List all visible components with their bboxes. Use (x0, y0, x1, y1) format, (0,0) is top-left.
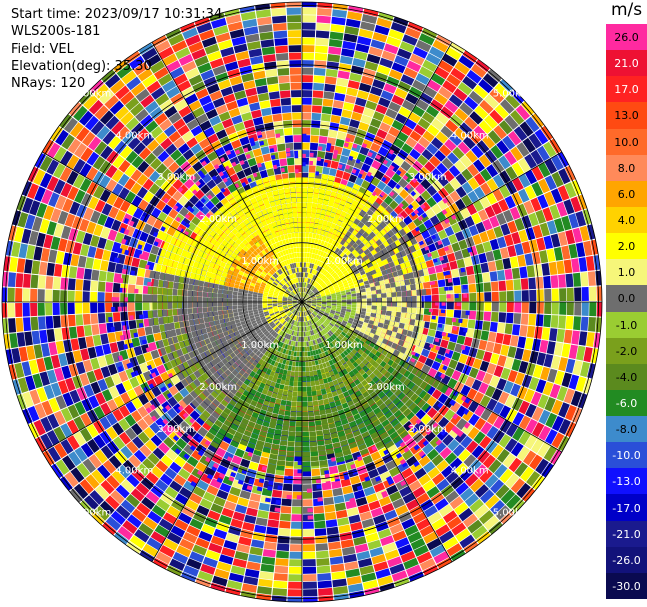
range-ring-label: 1.00km (325, 256, 363, 267)
radial-line (301, 151, 562, 303)
radial-line (301, 301, 562, 453)
colorbar-label: -17.0 (612, 501, 641, 515)
colorbar-swatch (606, 76, 647, 103)
velocity-colorbar: 26.0 21.0 17.0 13.0 10.0 8.0 6.0 4.0 2.0 1.0 0.0 -1… (606, 24, 647, 600)
colorbar-label: 26.0 (614, 31, 639, 45)
radial-line (41, 151, 303, 303)
range-ring-label: 5.00km (73, 88, 111, 99)
radial-line (151, 41, 303, 303)
colorbar-swatch (606, 389, 647, 417)
signal-gates (208, 326, 449, 472)
colorbar-swatch (606, 311, 647, 339)
colorbar-swatch (606, 102, 647, 130)
field-text: Field: VEL (11, 41, 74, 57)
range-ring-label: 4.00km (115, 130, 153, 141)
signal-gates (275, 282, 357, 347)
range-ring-label: 4.00km (115, 466, 153, 477)
colorbar-swatch (606, 546, 647, 574)
signal-gates (224, 235, 282, 294)
colorbar-label: -8.0 (615, 423, 638, 437)
colorbar-label: -4.0 (615, 370, 638, 384)
colorbar-swatch (606, 233, 647, 260)
range-ring-label: 2.00km (199, 382, 237, 393)
range-ring-label: 2.00km (367, 382, 405, 393)
colorbar-label: 1.0 (617, 266, 636, 280)
radial-line (151, 301, 303, 562)
colorbar-swatch (606, 50, 647, 77)
noise-gates (8, 2, 599, 601)
colorbar-label: -1.0 (615, 318, 638, 332)
colorbar-swatch (606, 416, 647, 443)
noise-gates (7, 22, 602, 599)
colorbar-swatch (606, 468, 647, 495)
colorbar-swatch (606, 206, 647, 234)
ppi-velocity-plot: 1.00km 1.00km 1.00km 1.00km 2.00km 2.00km 2.00… (1, 1, 603, 603)
range-ring-label: 1.00km (241, 340, 279, 351)
range-ring-label: 5.00km (493, 508, 531, 519)
signal-gates (349, 268, 429, 362)
radial-line (301, 41, 453, 303)
range-ring-grid (1, 1, 603, 603)
noise-region (2, 2, 603, 602)
colorbar-label: -10.0 (612, 449, 641, 463)
signal-gates (147, 201, 427, 423)
range-ring-label: 2.00km (199, 214, 237, 225)
colorbar-label: -6.0 (615, 396, 638, 410)
range-ring-label: 3.00km (409, 424, 447, 435)
plot-info-panel: Start time: 2023/09/17 10:31:34 WLS200s-… (11, 6, 222, 92)
colorbar-swatch (606, 259, 647, 286)
colorbar-label: -2.0 (615, 344, 638, 358)
radial-line (301, 301, 453, 562)
colorbar-swatch (606, 442, 647, 469)
elevation-text: Elevation(deg): 35.30 (11, 58, 152, 74)
range-ring-label: 3.00km (157, 424, 195, 435)
nrays-text: NRays: 120 (11, 76, 86, 92)
colorbar-swatch (606, 520, 647, 548)
noise-gates (2, 5, 601, 596)
colorbar-label: 2.0 (617, 240, 636, 254)
range-ring-label: 4.00km (451, 130, 489, 141)
colorbar-label: 6.0 (617, 187, 636, 201)
range-ring-label: 1.00km (241, 256, 279, 267)
colorbar-swatch (606, 285, 647, 312)
colorbar-label: -26.0 (612, 553, 641, 567)
noise-gates (3, 28, 595, 588)
colorbar-swatch (606, 494, 647, 522)
range-ring-label: 5.00km (493, 88, 531, 99)
range-ring-label: 3.00km (157, 172, 195, 183)
colorbar-swatch (606, 154, 647, 182)
colorbar-label: 10.0 (614, 135, 639, 149)
colorbar-swatch (606, 337, 647, 365)
colorbar-unit: m/s (611, 0, 643, 20)
colorbar-label: 8.0 (617, 161, 636, 175)
colorbar-label: 4.0 (617, 214, 636, 228)
colorbar-label: -30.0 (612, 579, 641, 593)
signal-gates (147, 276, 397, 428)
range-ring-label: 2.00km (367, 214, 405, 225)
colorbar-label: 0.0 (617, 292, 636, 306)
colorbar-label: 13.0 (614, 109, 639, 123)
range-ring-label: 5.00km (73, 508, 111, 519)
colorbar-label: 17.0 (614, 83, 639, 97)
range-ring-label: 1.00km (325, 340, 363, 351)
colorbar-swatch (606, 363, 647, 391)
start-time-text: Start time: 2023/09/17 10:31:34 (11, 7, 223, 22)
radial-line (41, 301, 303, 453)
colorbar-swatch (606, 180, 647, 208)
colorbar-swatch (606, 572, 647, 600)
colorbar-swatch (606, 24, 647, 51)
noise-gates (5, 5, 601, 602)
colorbar-label: 21.0 (614, 57, 639, 71)
colorbar-label: -13.0 (612, 475, 641, 489)
range-ring-label: 3.00km (409, 172, 447, 183)
signal-gates (205, 357, 445, 470)
range-ring-label: 4.00km (451, 466, 489, 477)
colorbar-label: -21.0 (612, 527, 641, 541)
instrument-text: WLS200s-181 (11, 24, 101, 40)
range-ring-labels: 1.00km 1.00km 1.00km 1.00km 2.00km 2.00km 2.00… (73, 88, 530, 518)
colorbar-swatch (606, 128, 647, 156)
